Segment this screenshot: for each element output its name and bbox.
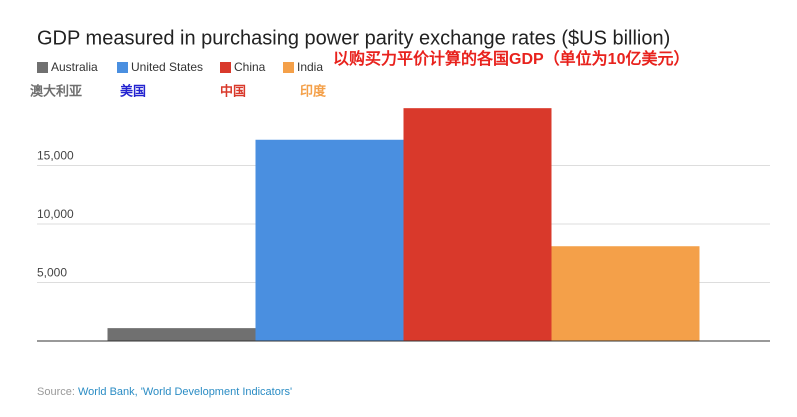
legend-label: China [234,60,266,74]
bar [403,108,552,341]
subtitle: 以购买力平价计算的各国GDP（单位为10亿美元） [333,49,689,68]
bar [255,139,404,341]
legend-swatch [117,62,128,73]
chart-title: GDP measured in purchasing power parity … [37,27,670,49]
y-tick-label: 5,000 [37,266,67,280]
category-label-cn: 美国 [120,83,146,98]
bar [551,246,700,341]
category-label-cn: 澳大利亚 [30,83,82,98]
y-tick-label: 15,000 [37,149,74,163]
legend-swatch [220,62,231,73]
legend-swatch [37,62,48,73]
legend-swatch [283,62,294,73]
bar [107,328,256,341]
legend-label: Australia [51,60,98,74]
legend-label: United States [131,60,203,74]
source-label: Source: [37,386,75,398]
category-label-cn: 印度 [300,83,327,98]
source[interactable]: World Bank, 'World Development Indicator… [78,386,292,398]
legend-label: India [297,60,323,74]
y-tick-label: 10,000 [37,207,74,221]
category-label-cn: 中国 [220,83,246,98]
